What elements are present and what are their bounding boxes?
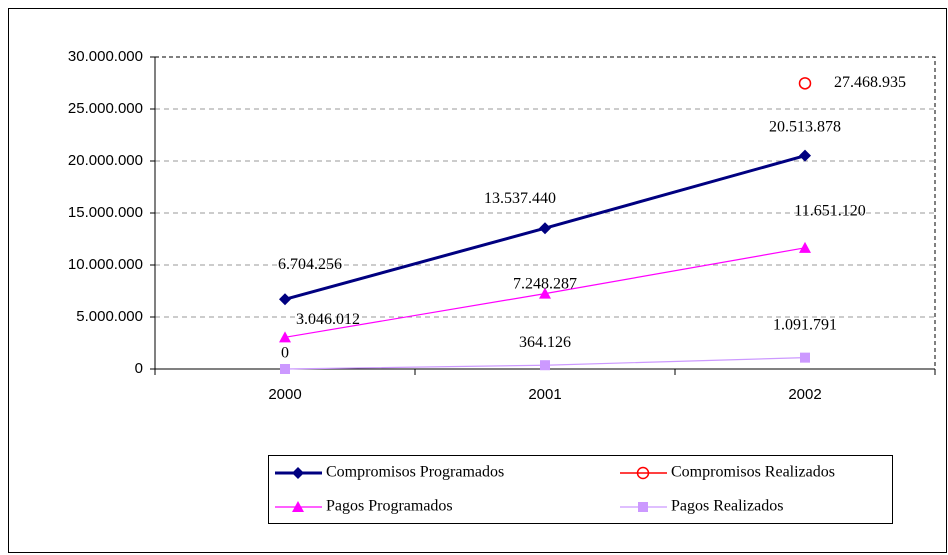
marker: [799, 241, 811, 253]
marker: [638, 502, 648, 512]
x-tick-label: 2001: [528, 386, 561, 403]
marker: [292, 467, 304, 479]
x-tick-label: 2002: [788, 386, 821, 403]
marker: [279, 293, 291, 306]
y-tick-label: 0: [135, 360, 143, 377]
y-tick-label: 20.000.000: [68, 152, 143, 169]
data-label: 364.126: [519, 334, 571, 351]
data-label: 20.513.878: [769, 118, 841, 135]
plot-border: [155, 56, 936, 369]
legend-label: Compromisos Realizados: [671, 464, 835, 481]
marker: [539, 222, 551, 235]
marker: [540, 360, 550, 371]
marker: [636, 466, 650, 480]
data-label: 6.704.256: [278, 256, 342, 273]
y-tick-label: 25.000.000: [68, 100, 143, 117]
legend-label: Compromisos Programados: [326, 464, 504, 481]
y-tick-label: 30.000.000: [68, 48, 143, 65]
data-label: 3.046.012: [296, 311, 360, 328]
data-label: 1.091.791: [773, 316, 837, 333]
data-label: 7.248.287: [513, 275, 577, 292]
data-label: 11.651.120: [794, 203, 865, 220]
marker: [280, 364, 290, 374]
x-tick-label: 2000: [268, 386, 301, 403]
data-label: 13.537.440: [484, 190, 556, 207]
marker: [800, 352, 810, 363]
marker: [539, 287, 551, 299]
y-tick-label: 10.000.000: [68, 256, 143, 273]
legend-label: Pagos Realizados: [671, 498, 783, 515]
marker: [279, 331, 291, 343]
marker: [292, 501, 304, 512]
legend-box: [268, 455, 893, 524]
legend-label: Pagos Programados: [326, 498, 453, 515]
marker: [799, 149, 811, 162]
marker: [798, 77, 812, 90]
data-label: 27.468.935: [834, 74, 906, 91]
y-tick-label: 15.000.000: [68, 204, 143, 221]
y-tick-label: 5.000.000: [76, 308, 143, 325]
data-label: 0: [281, 345, 289, 362]
